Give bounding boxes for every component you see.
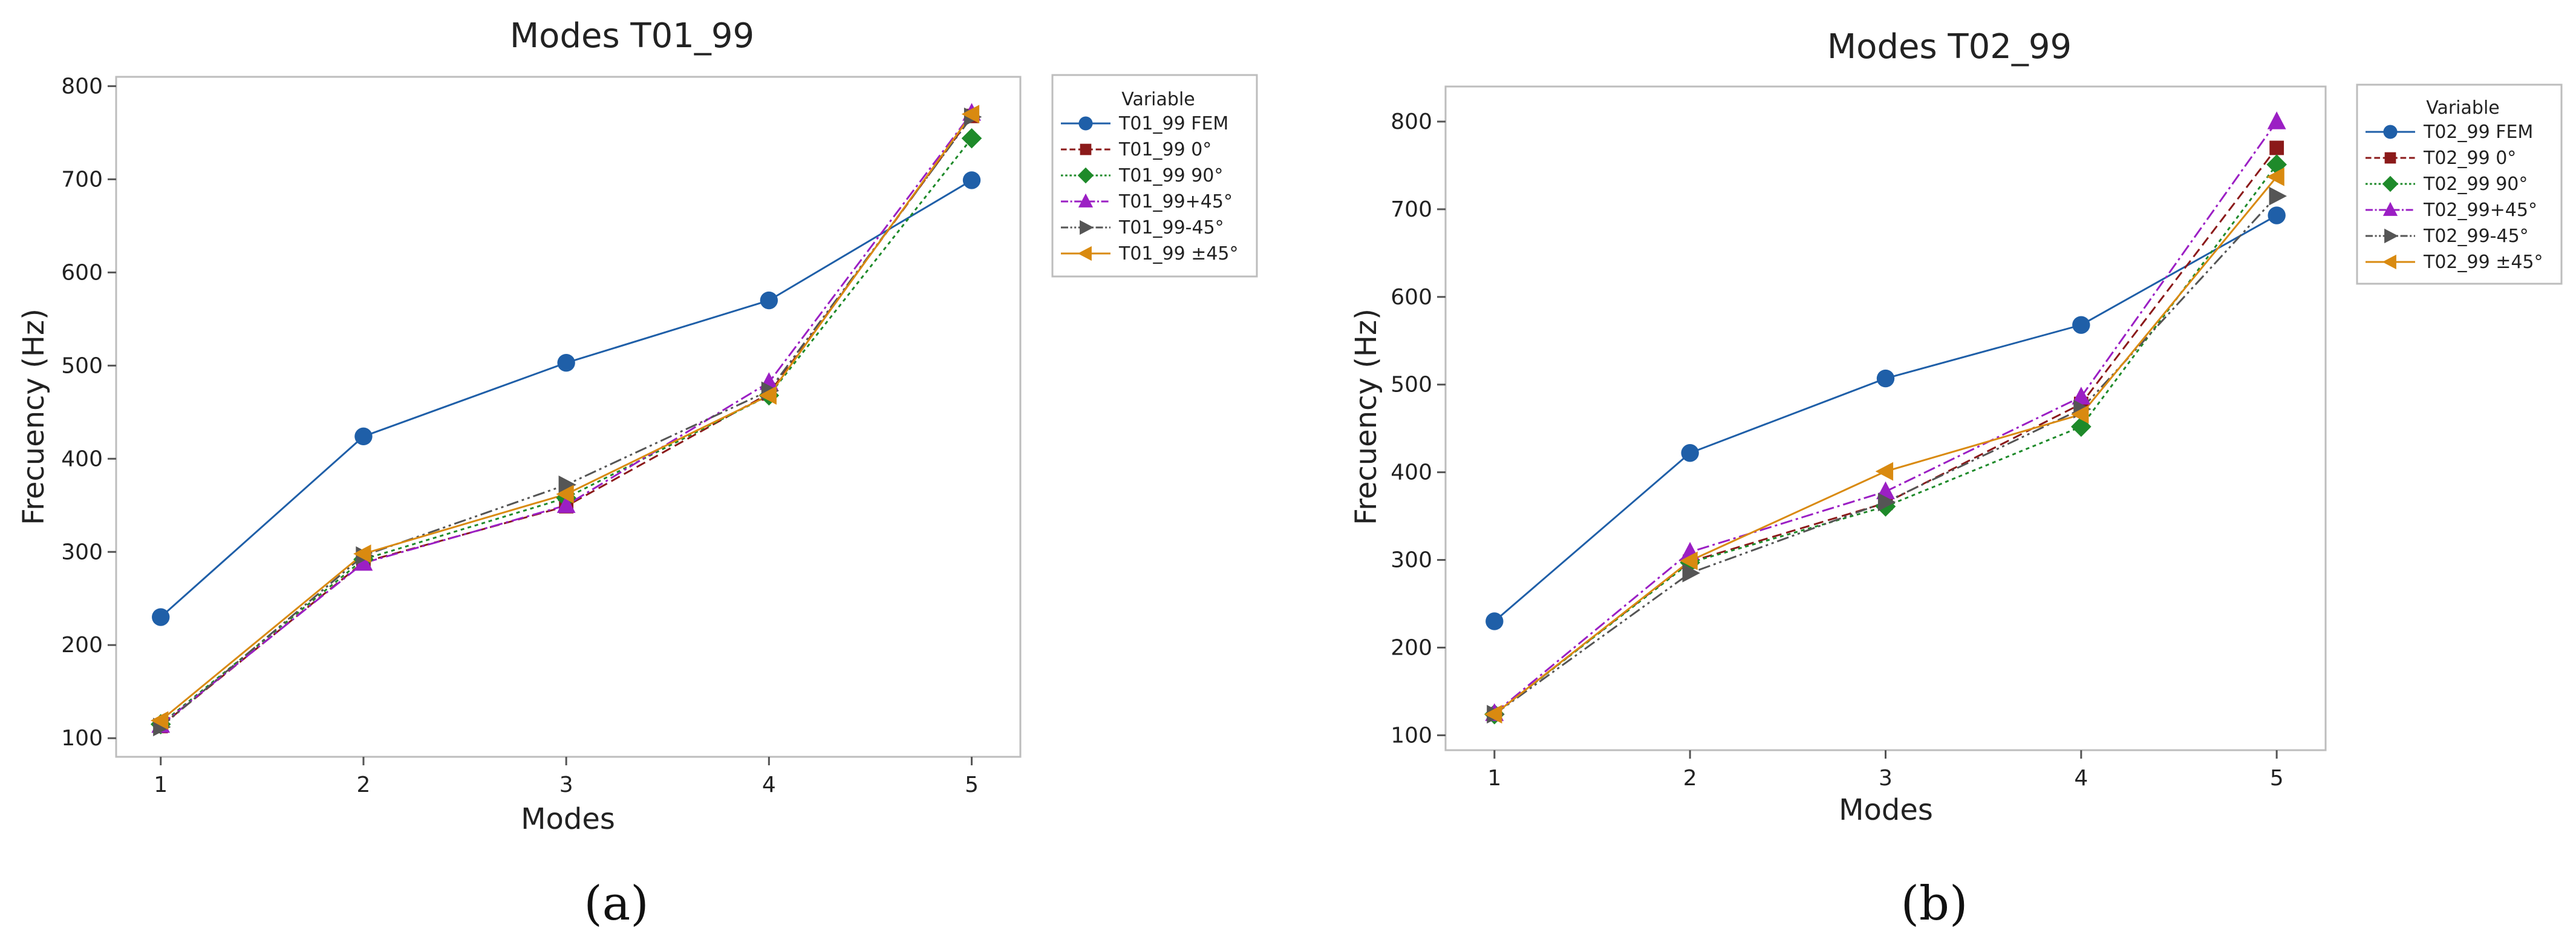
chart-a-legend-label-FEM: T01_99 FEM	[1118, 113, 1228, 134]
chart-b-x-tick-label: 4	[2074, 766, 2088, 791]
chart-b-legend-label-m45: T02_99-45°	[2423, 226, 2529, 247]
chart-b-x-tick-label: 1	[1487, 766, 1501, 791]
chart-b-point-p45-mode-4	[2072, 387, 2091, 405]
chart-b-point-m45-mode-3	[1877, 492, 1896, 512]
chart-a-legend-marker-FEM	[1078, 116, 1093, 131]
chart-b-legend-marker-m45	[2384, 228, 2399, 244]
chart-b-point-pm45-mode-5	[2266, 167, 2284, 186]
chart-a-y-tick-label: 200	[61, 633, 103, 658]
chart-b-point-FEM-mode-5	[2268, 206, 2286, 224]
chart-a-point-FEM-mode-2	[354, 427, 373, 446]
chart-b-point-pm45-mode-3	[1875, 462, 1894, 481]
chart-a-legend-marker-m45	[1080, 220, 1094, 235]
chart-a-legend-label-pm45: T01_99 ±45°	[1118, 243, 1239, 264]
chart-b: Modes T02_99 100 200 300 400 500 600 700 800 1 2…	[1349, 27, 2563, 931]
chart-a-point-pm45-mode-1	[150, 711, 169, 730]
chart-b-point-deg90-mode-5	[2266, 154, 2287, 175]
chart-b-legend-marker-pm45	[2382, 254, 2396, 270]
chart-a-title: Modes T01_99	[510, 16, 754, 56]
chart-b-point-deg0-mode-5	[2269, 140, 2284, 155]
chart-b-y-tick-label: 800	[1391, 110, 1432, 134]
chart-a-caption: (a)	[584, 877, 648, 931]
chart-a-legend-marker-pm45	[1077, 246, 1092, 261]
chart-b-point-FEM-mode-1	[1485, 612, 1504, 630]
chart-b-legend: Variable T02_99 FEM T02_99 0° T02_99 90° T0…	[2356, 83, 2563, 285]
chart-b-point-pm45-mode-2	[1680, 551, 1698, 570]
chart-a-y-tick-label: 300	[61, 540, 103, 564]
chart-b-point-deg90-mode-4	[2071, 416, 2092, 437]
chart-a-point-pm45-mode-2	[353, 544, 371, 563]
chart-b-y-tick-label: 700	[1391, 197, 1432, 222]
chart-b-point-pm45-mode-1	[1484, 705, 1502, 724]
chart-a-legend-label-deg90: T01_99 90°	[1118, 165, 1223, 186]
chart-b-legend-label-deg90: T02_99 90°	[2423, 174, 2528, 195]
chart-b-y-tick-label: 400	[1391, 460, 1432, 485]
chart-b-y-tick-label: 100	[1391, 723, 1432, 748]
chart-b-y-tick-label: 200	[1391, 635, 1432, 660]
chart-b-legend-label-p45: T02_99+45°	[2423, 200, 2537, 221]
chart-b-point-p45-mode-5	[2267, 111, 2286, 129]
chart-a: Modes T01_99 100 200 300 400 500 600 700 800 1 2…	[17, 16, 1258, 931]
chart-b-x-axis-label: Modes	[1839, 793, 1933, 827]
chart-b-x-tick-label: 3	[1879, 766, 1893, 791]
chart-a-plot-frame	[115, 76, 1022, 758]
chart-b-x-tick-label: 5	[2270, 766, 2284, 791]
chart-a-x-axis-label: Modes	[521, 802, 615, 836]
chart-a-y-tick-label: 700	[61, 167, 103, 192]
chart-b-caption: (b)	[1901, 877, 1968, 931]
chart-a-point-FEM-mode-5	[962, 171, 981, 189]
chart-a-point-m45-mode-3	[558, 476, 576, 494]
chart-b-point-FEM-mode-2	[1681, 444, 1699, 462]
chart-a-legend: Variable T01_99 FEM T01_99 0° T01_99 90° T0…	[1051, 74, 1258, 278]
chart-b-y-tick-label: 300	[1391, 548, 1432, 573]
chart-a-point-p45-mode-2	[354, 552, 373, 571]
chart-a-y-tick-label: 800	[61, 74, 103, 99]
chart-b-legend-marker-p45	[2382, 201, 2398, 216]
chart-b-legend-label-deg0: T02_99 0°	[2423, 148, 2516, 169]
chart-a-point-FEM-mode-3	[557, 353, 575, 372]
chart-a-x-tick-label: 5	[965, 773, 979, 797]
chart-a-legend-title: Variable	[1121, 89, 1195, 110]
chart-a-x-tick-label: 4	[762, 773, 776, 797]
chart-b-legend-label-pm45: T02_99 ±45°	[2423, 252, 2543, 273]
chart-a-legend-marker-deg0	[1080, 143, 1092, 155]
chart-a-point-pm45-mode-4	[758, 386, 777, 405]
chart-a-legend-label-deg0: T01_99 0°	[1118, 139, 1211, 160]
chart-a-y-tick-label: 500	[61, 353, 103, 378]
chart-b-point-pm45-mode-4	[2071, 405, 2089, 424]
chart-b-legend-marker-FEM	[2383, 125, 2398, 139]
chart-a-point-FEM-mode-1	[152, 608, 170, 626]
chart-a-x-tick-label: 3	[559, 773, 573, 797]
chart-b-x-tick-label: 2	[1683, 766, 1697, 791]
chart-a-point-pm45-mode-3	[556, 485, 574, 504]
chart-b-y-tick-label: 600	[1391, 285, 1432, 310]
chart-a-x-tick-label: 2	[356, 773, 370, 797]
chart-a-y-tick-label: 400	[61, 446, 103, 471]
chart-a-x-tick-label: 1	[154, 773, 168, 797]
chart-b-point-FEM-mode-4	[2072, 316, 2090, 334]
chart-a-point-FEM-mode-4	[760, 291, 778, 310]
chart-b-plot-frame	[1444, 85, 2327, 751]
chart-a-point-deg90-mode-5	[961, 128, 982, 149]
chart-b-point-m45-mode-2	[1682, 563, 1700, 583]
chart-b-legend-label-FEM: T02_99 FEM	[2423, 122, 2533, 143]
chart-b-y-axis-label: Frecuency (Hz)	[1349, 309, 1383, 525]
chart-b-point-m45-mode-5	[2269, 186, 2287, 206]
chart-a-legend-marker-p45	[1078, 193, 1094, 208]
chart-b-y-tick-label: 500	[1391, 373, 1432, 397]
chart-a-point-pm45-mode-5	[961, 105, 980, 123]
chart-b-legend-marker-deg90	[2382, 175, 2399, 192]
chart-b-legend-marker-deg0	[2384, 152, 2396, 164]
chart-a-y-tick-label: 600	[61, 260, 103, 285]
chart-a-y-axis-label: Frecuency (Hz)	[17, 309, 51, 525]
chart-a-point-p45-mode-3	[556, 495, 576, 513]
chart-a-legend-marker-deg90	[1077, 167, 1094, 184]
chart-b-point-FEM-mode-3	[1876, 369, 1895, 388]
chart-a-y-tick-label: 100	[61, 726, 103, 751]
chart-b-legend-title: Variable	[2426, 97, 2499, 119]
chart-b-title: Modes T02_99	[1827, 27, 2072, 67]
chart-a-legend-label-p45: T01_99+45°	[1118, 191, 1233, 212]
chart-a-legend-label-m45: T01_99-45°	[1118, 217, 1224, 238]
